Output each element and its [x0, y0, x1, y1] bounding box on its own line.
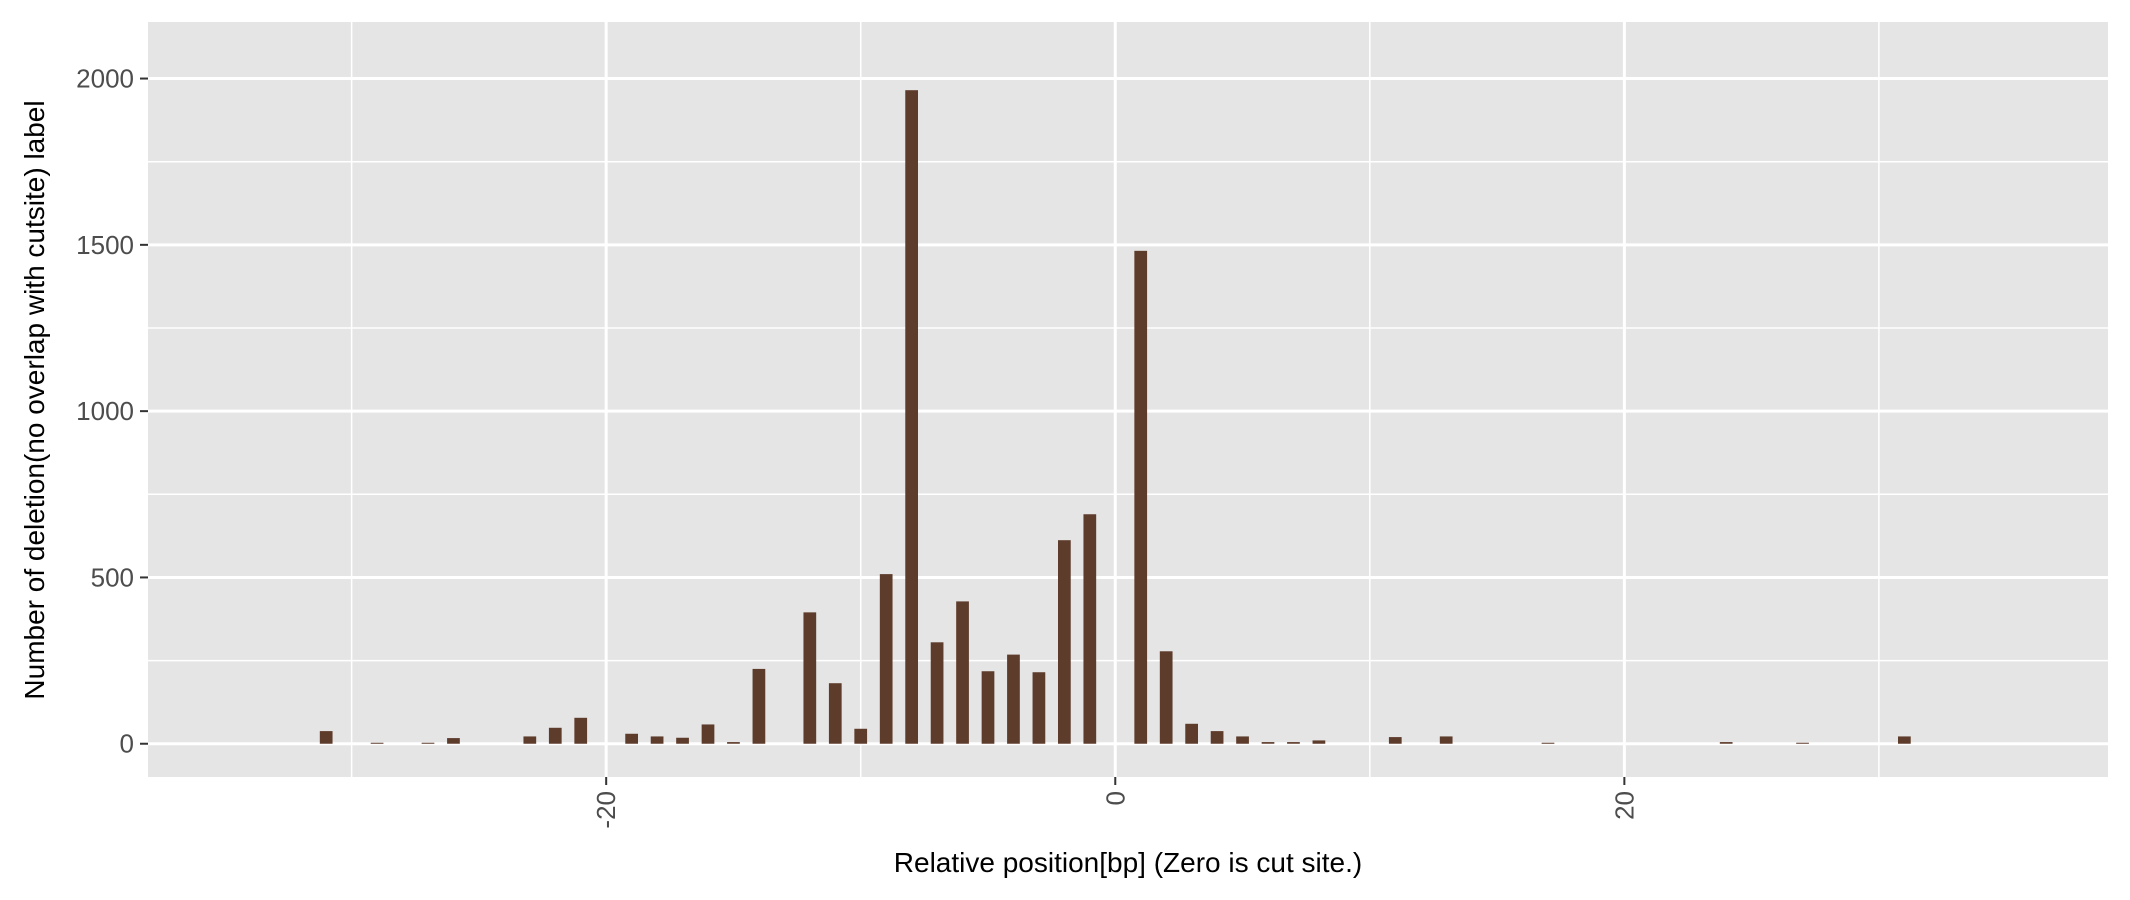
y-tick-label: 2000 — [76, 64, 134, 94]
bar — [752, 668, 766, 744]
bar — [854, 728, 868, 744]
bar — [625, 733, 638, 744]
bar — [1261, 742, 1275, 744]
bar — [1058, 540, 1071, 744]
bar — [1185, 723, 1198, 744]
bar — [905, 90, 918, 744]
x-axis-title: Relative position[bp] (Zero is cut site.… — [894, 847, 1362, 878]
x-tick-label: -20 — [591, 791, 621, 829]
y-axis: 0 500 1000 1500 2000 — [76, 64, 148, 759]
bar — [548, 727, 562, 744]
bar — [956, 601, 969, 744]
bar — [1007, 654, 1020, 744]
bar — [1032, 672, 1046, 744]
bar — [1236, 736, 1249, 744]
bars — [319, 90, 1911, 744]
bar — [574, 717, 588, 744]
major-gridlines — [148, 22, 2108, 777]
plot-panel — [148, 22, 2108, 777]
bar — [1312, 740, 1326, 744]
bar — [1134, 250, 1148, 744]
bar — [650, 736, 664, 744]
bar — [701, 724, 715, 744]
bar — [319, 731, 333, 744]
y-tick-label: 500 — [91, 562, 134, 592]
bar — [676, 737, 689, 744]
bar — [930, 642, 944, 744]
x-axis: -20 0 20 — [591, 777, 1639, 829]
bar — [1210, 731, 1224, 744]
y-axis-title: Number of deletion(no overlap with cutsi… — [19, 100, 50, 699]
bar — [1439, 736, 1453, 744]
x-tick-label: 0 — [1100, 791, 1130, 805]
minor-gridlines — [148, 22, 2108, 777]
bar — [1719, 742, 1733, 744]
bar — [803, 612, 817, 744]
bar — [727, 742, 740, 744]
bar — [523, 736, 537, 744]
bar — [981, 671, 995, 744]
bar — [1159, 651, 1173, 744]
bar — [1388, 737, 1402, 744]
bar — [421, 742, 435, 744]
bar — [1541, 742, 1555, 744]
bar — [1083, 514, 1097, 744]
y-tick-label: 1000 — [76, 396, 134, 426]
y-tick-label: 1500 — [76, 230, 134, 260]
bar — [1898, 736, 1911, 744]
bar — [1287, 742, 1300, 744]
bar — [370, 742, 384, 744]
bar — [1796, 742, 1809, 744]
x-tick-label: 20 — [1609, 791, 1639, 820]
bar — [879, 574, 893, 744]
bar — [828, 683, 842, 744]
y-tick-label: 0 — [120, 729, 134, 759]
bar — [447, 738, 460, 744]
